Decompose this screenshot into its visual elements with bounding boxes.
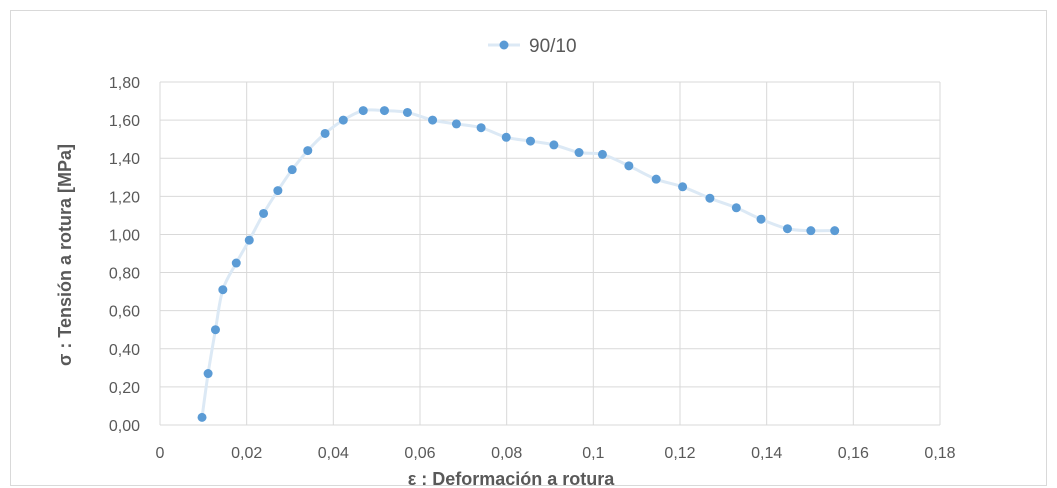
x-axis-title: ε : Deformación a rotura: [408, 469, 616, 488]
data-point: [526, 136, 535, 146]
y-tick-label: 1,00: [109, 227, 140, 244]
gridlines: [159, 81, 941, 426]
data-point: [287, 165, 297, 175]
x-axis-ticks: 0 0,02 0,04 0,06 0,08 0,1 0,12 0,14 0,16 0,18: [156, 445, 956, 462]
x-tick-label: 0,02: [231, 445, 262, 462]
x-tick-label: 0,18: [924, 445, 955, 462]
data-point: [303, 146, 313, 156]
data-point: [651, 174, 661, 184]
x-tick-label: 0,08: [491, 445, 522, 462]
data-point: [218, 285, 228, 295]
series-line: [200, 108, 835, 418]
chart-area: [10, 10, 1047, 486]
data-point: [197, 412, 207, 422]
data-point: [320, 128, 330, 138]
data-point: [379, 106, 389, 116]
x-tick-label: 0,14: [751, 445, 782, 462]
x-tick-label: 0,06: [404, 445, 435, 462]
data-point: [244, 235, 254, 245]
y-tick-label: 0,80: [109, 266, 140, 283]
data-point: [830, 226, 840, 236]
series-90-10: [197, 106, 840, 422]
data-point: [731, 203, 741, 213]
y-tick-label: 1,40: [109, 151, 140, 168]
data-point: [574, 148, 584, 158]
data-point: [597, 149, 607, 159]
data-point: [678, 182, 688, 192]
data-point: [756, 214, 766, 224]
y-tick-label: 1,20: [109, 189, 140, 206]
data-point: [358, 106, 368, 116]
data-point: [203, 369, 213, 379]
data-point: [231, 258, 241, 268]
data-point: [782, 224, 792, 234]
x-tick-label: 0,1: [582, 445, 604, 462]
y-axis-title: σ : Tensión a rotura [MPa]: [55, 144, 75, 366]
y-tick-label: 1,60: [109, 113, 140, 130]
data-point: [451, 119, 461, 129]
x-tick-label: 0,12: [664, 445, 695, 462]
data-point: [338, 115, 348, 125]
x-tick-label: 0: [156, 445, 165, 462]
data-point: [705, 193, 715, 203]
x-tick-label: 0,04: [318, 445, 349, 462]
y-tick-label: 1,80: [109, 75, 140, 92]
y-tick-label: 0,20: [109, 380, 140, 397]
data-point: [210, 325, 220, 335]
data-point: [806, 226, 816, 236]
data-point: [273, 186, 283, 196]
data-point: [259, 208, 269, 218]
data-point: [402, 107, 412, 117]
legend-label: 90/10: [529, 36, 577, 57]
data-point: [501, 132, 511, 142]
legend: 90/10: [488, 36, 577, 57]
legend-marker: [499, 40, 509, 50]
data-point: [476, 123, 486, 133]
data-point: [624, 161, 634, 171]
y-tick-label: 0,00: [109, 418, 140, 435]
x-tick-label: 0,16: [838, 445, 869, 462]
y-tick-label: 0,60: [109, 304, 140, 321]
y-tick-label: 0,40: [109, 342, 140, 359]
data-point: [428, 115, 438, 125]
y-axis-ticks: 0,00 0,20 0,40 0,60 0,80 1,00 1,20 1,40 1,60 1,80: [109, 75, 140, 435]
data-point: [549, 140, 559, 150]
